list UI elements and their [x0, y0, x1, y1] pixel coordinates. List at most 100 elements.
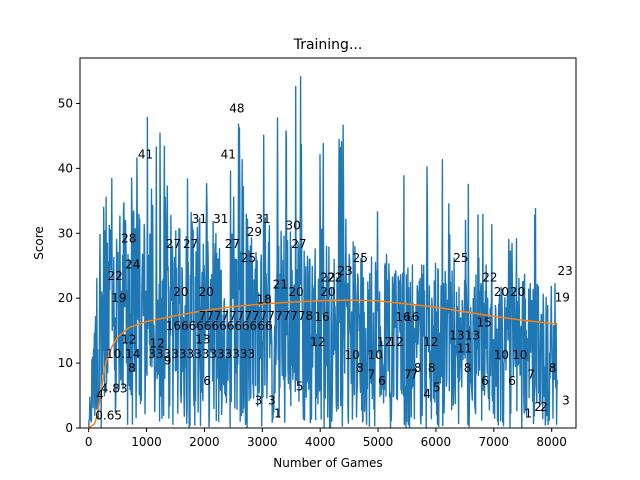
data-label: 6	[508, 374, 516, 388]
data-label: 6	[481, 374, 489, 388]
data-label: 12	[310, 335, 325, 349]
data-label: 22	[108, 269, 123, 283]
data-label: 28	[121, 231, 136, 245]
data-label: 30	[286, 218, 301, 232]
data-label: 1	[525, 407, 533, 421]
data-label: 7	[404, 368, 412, 382]
data-label: 5	[433, 381, 441, 395]
data-label: 7	[411, 368, 419, 382]
y-tick-label: 20	[58, 291, 73, 305]
data-label: 10	[512, 348, 527, 362]
data-label: 10	[345, 348, 360, 362]
data-label: 3	[268, 394, 276, 408]
data-label: 8	[356, 361, 364, 375]
data-label: 15	[477, 316, 492, 330]
data-label: 22	[327, 270, 342, 284]
data-label: 10	[368, 348, 383, 362]
data-label: 20	[494, 285, 509, 299]
data-label: 2	[540, 400, 548, 414]
x-tick-label: 0	[85, 435, 93, 449]
x-tick-label: 7000	[479, 435, 510, 449]
y-tick-label: 0	[65, 421, 73, 435]
data-label: 8	[549, 361, 557, 375]
score-series-line	[88, 75, 559, 428]
data-label: 0.65	[95, 409, 122, 423]
y-tick-label: 10	[58, 356, 73, 370]
data-label: 12	[121, 333, 136, 347]
data-label: 11	[457, 342, 472, 356]
data-label: 2	[534, 400, 542, 414]
data-label: 12	[389, 335, 404, 349]
data-label: 8	[128, 361, 136, 375]
data-label: 5	[296, 379, 304, 393]
data-label: 25	[453, 251, 468, 265]
data-label: 27	[225, 237, 240, 251]
data-label: 12	[423, 335, 438, 349]
y-tick-label: 50	[58, 96, 73, 110]
data-label: 10.14	[106, 347, 140, 361]
data-label: 12	[150, 337, 165, 351]
data-label: 16	[314, 310, 329, 324]
data-label: 13	[449, 329, 464, 343]
data-label: 27	[166, 237, 181, 251]
data-label: 4.83	[101, 381, 128, 395]
data-label: 31	[192, 212, 207, 226]
x-axis-title: Number of Games	[273, 456, 382, 470]
data-label: 777777777777778	[199, 309, 314, 323]
data-label: 23	[338, 264, 353, 278]
data-label: 41	[138, 148, 153, 162]
data-label: 20	[288, 285, 303, 299]
data-label: 16	[404, 310, 419, 324]
data-label: 19	[111, 291, 126, 305]
data-label: 8	[414, 361, 422, 375]
data-label: 7	[527, 368, 535, 382]
data-label: 27	[183, 237, 198, 251]
data-label: 24	[125, 257, 140, 271]
data-label: 9	[164, 353, 172, 367]
x-tick-label: 2000	[189, 435, 220, 449]
data-label: 20	[510, 285, 525, 299]
mean-score-line	[88, 299, 558, 428]
data-label: 20	[173, 285, 188, 299]
y-tick-label: 40	[58, 161, 73, 175]
data-label: 8	[464, 361, 472, 375]
data-label: 16	[395, 310, 410, 324]
axes-frame	[79, 57, 577, 429]
data-label: 27	[291, 237, 306, 251]
y-axis: 0 10 20 30 40 50	[58, 96, 80, 435]
x-axis: 0 1000 2000 3000 4000 5000 6000 7000 8000	[85, 428, 567, 449]
data-label: 29	[247, 225, 262, 239]
x-tick-label: 8000	[536, 435, 567, 449]
data-label: 31	[213, 212, 228, 226]
data-label: 20	[320, 285, 335, 299]
x-tick-label: 5000	[363, 435, 394, 449]
x-tick-label: 3000	[247, 435, 278, 449]
data-label: 19	[555, 290, 570, 304]
data-label: 1	[274, 407, 282, 421]
data-label: 48	[229, 102, 244, 116]
data-label: 13	[465, 329, 480, 343]
data-label: 31	[255, 212, 270, 226]
data-label: 13	[195, 333, 210, 347]
plot-area	[88, 75, 559, 428]
data-label: 8	[428, 361, 436, 375]
data-label: 22	[482, 270, 497, 284]
x-tick-label: 1000	[131, 435, 162, 449]
data-label: 3	[562, 394, 570, 408]
data-label: 7	[368, 368, 376, 382]
data-label: 22	[320, 270, 335, 284]
y-tick-label: 30	[58, 226, 73, 240]
data-label: 33333333333333	[148, 347, 255, 361]
y-axis-title: Score	[32, 226, 46, 260]
data-label: 6	[378, 374, 386, 388]
data-label: 25	[353, 251, 368, 265]
data-label: 6	[203, 374, 211, 388]
data-label: 18	[257, 292, 272, 306]
data-label: 4	[96, 388, 104, 402]
data-label: 10	[494, 348, 509, 362]
data-label: 3	[255, 394, 263, 408]
x-tick-label: 4000	[305, 435, 336, 449]
data-label: 4	[423, 387, 431, 401]
